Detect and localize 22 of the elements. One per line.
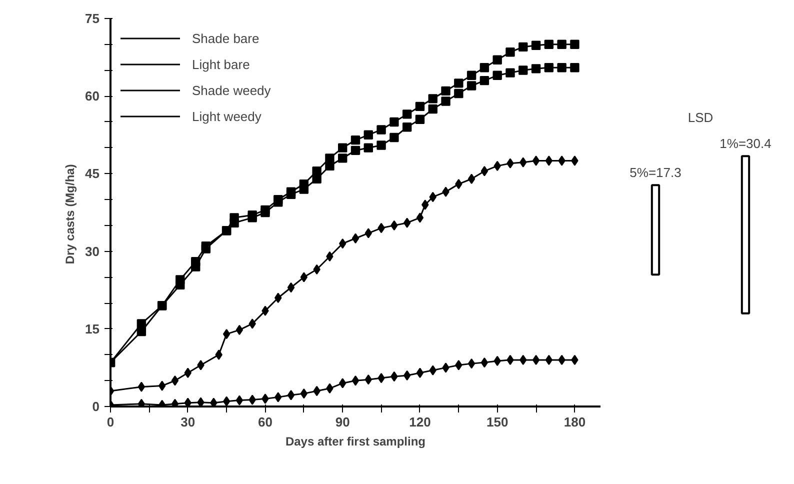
y-tick-label: 45 — [85, 166, 100, 182]
legend-label: Shade bare — [192, 30, 260, 46]
text: LSD — [688, 110, 714, 126]
y-tick-label: 30 — [85, 244, 100, 259]
x-tick-label: 60 — [258, 414, 272, 430]
data-label: 1%=30.4 — [720, 136, 772, 151]
y-axis-title: Dry casts (Mg/ha) — [63, 164, 78, 264]
x-tick-label: 150 — [486, 414, 508, 430]
y-tick-label: 75 — [85, 11, 100, 26]
legend-label: Light weedy — [192, 108, 262, 124]
x-tick-label: 0 — [106, 414, 114, 430]
x-tick-label: 120 — [409, 414, 431, 430]
x-tick-label: 180 — [564, 414, 586, 430]
legend-label: Shade weedy — [192, 82, 271, 98]
x-tick-label: 30 — [180, 414, 196, 430]
legend-label: Light bare — [192, 56, 250, 72]
data-label: 5%=17.3 — [630, 164, 682, 180]
x-tick-label: 90 — [335, 414, 350, 430]
y-tick-label: 15 — [85, 321, 100, 336]
y-tick-label: 0 — [92, 399, 100, 414]
y-tick-label: 60 — [85, 88, 100, 104]
x-axis-title: Days after first sampling — [285, 434, 426, 448]
